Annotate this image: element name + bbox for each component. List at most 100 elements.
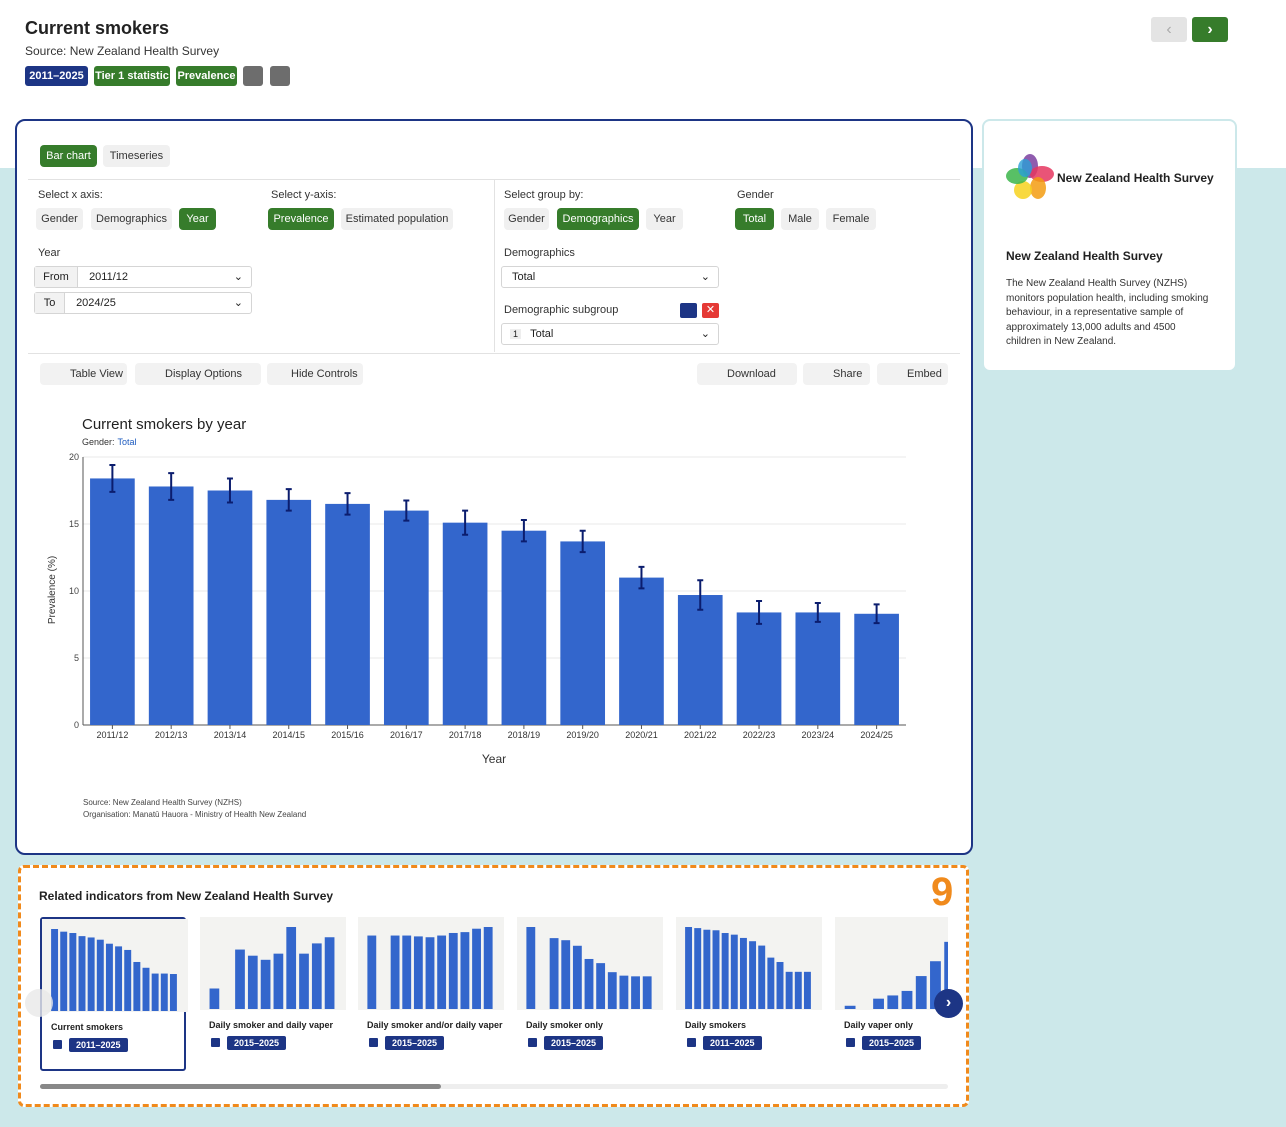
thumbnail-bar bbox=[124, 949, 132, 1011]
calendar-icon bbox=[687, 1038, 696, 1047]
thumbnail-bar bbox=[390, 935, 400, 1009]
gender-option[interactable]: Female bbox=[826, 208, 876, 230]
thumbnail-bar bbox=[209, 988, 220, 1009]
y-axis-option[interactable]: Prevalence bbox=[268, 208, 334, 230]
indicator-period: 2011–2025 bbox=[703, 1036, 762, 1050]
clear-button[interactable]: ✕ bbox=[702, 303, 719, 318]
thumbnail-bar bbox=[235, 949, 245, 1009]
thumbnail-bar bbox=[299, 953, 309, 1009]
calendar-icon bbox=[528, 1038, 537, 1047]
indicator-card[interactable]: Current smokers 2011–2025 bbox=[40, 917, 188, 1071]
display-options-button[interactable]: Display Options bbox=[135, 363, 261, 385]
thumbnail-bar bbox=[549, 938, 559, 1009]
indicator-label: Daily vaper only bbox=[844, 1020, 914, 1030]
chart-tab[interactable]: Timeseries bbox=[103, 145, 170, 167]
indicator-card[interactable]: Daily smokers 2011–2025 bbox=[676, 917, 822, 1071]
thumbnail-bar bbox=[169, 974, 177, 1011]
thumbnail-bar bbox=[324, 937, 335, 1009]
from-select[interactable]: From 2011/12 ⌄ bbox=[34, 266, 252, 288]
thumbnail-bar bbox=[460, 932, 470, 1009]
group-option[interactable]: Demographics bbox=[557, 208, 639, 230]
thumbnail-bar bbox=[115, 946, 123, 1011]
list-button[interactable] bbox=[680, 303, 697, 318]
scroll-right[interactable]: › bbox=[934, 989, 963, 1018]
step-marker: 9 bbox=[931, 870, 954, 914]
thumbnail-bar bbox=[413, 936, 423, 1009]
indicator-period: 2015–2025 bbox=[862, 1036, 922, 1050]
thumbnail-bar bbox=[96, 939, 104, 1011]
share-button[interactable]: Share bbox=[803, 363, 870, 385]
group-option[interactable]: Year bbox=[646, 208, 683, 230]
next-button[interactable]: › bbox=[1192, 17, 1228, 42]
indicator-card[interactable]: Daily smoker and daily vaper 2015–2025 bbox=[200, 917, 346, 1071]
indicator-label: Daily smoker and daily vaper bbox=[209, 1020, 334, 1030]
y-axis-option[interactable]: Estimated population bbox=[341, 208, 453, 230]
group-option[interactable]: Gender bbox=[504, 208, 549, 230]
measure-badge: Prevalence bbox=[176, 66, 237, 86]
thumbnail-bar bbox=[721, 933, 729, 1009]
x-axis-label: Select x axis: bbox=[38, 189, 103, 201]
x-axis-option[interactable]: Year bbox=[179, 208, 216, 230]
thumbnail-bar bbox=[631, 976, 640, 1009]
download-button[interactable]: Download bbox=[697, 363, 797, 385]
thumbnail-bar bbox=[596, 963, 606, 1009]
thumbnail-bar bbox=[69, 933, 77, 1011]
separator bbox=[28, 353, 960, 354]
thumbnail-bar bbox=[142, 967, 150, 1011]
from-label: From bbox=[35, 267, 78, 287]
x-axis-option[interactable]: Demographics bbox=[91, 208, 172, 230]
table-view-button[interactable]: Table View bbox=[40, 363, 127, 385]
indicator-thumbnail bbox=[676, 917, 822, 1010]
hide-controls-button[interactable]: Hide Controls bbox=[267, 363, 363, 385]
indicator-thumbnail bbox=[200, 917, 346, 1010]
calendar-icon bbox=[211, 1038, 220, 1047]
gender-option[interactable]: Total bbox=[735, 208, 774, 230]
demographics-select[interactable]: Total ⌄ bbox=[501, 266, 719, 288]
thumbnail-bar bbox=[260, 959, 271, 1009]
indicator-label: Daily smoker and/or daily vaper bbox=[367, 1020, 503, 1030]
thumbnail-bar bbox=[247, 955, 258, 1009]
scrollbar-thumb[interactable] bbox=[40, 1084, 441, 1089]
thumbnail-bar bbox=[367, 935, 377, 1009]
to-select[interactable]: To 2024/25 ⌄ bbox=[34, 292, 252, 314]
line-icon-button[interactable] bbox=[270, 66, 290, 86]
indicator-card[interactable]: Daily smoker only 2015–2025 bbox=[517, 917, 663, 1071]
thumbnail-bar bbox=[915, 976, 927, 1009]
sidebar-title: New Zealand Health Survey bbox=[1006, 249, 1163, 263]
indicator-period: 2015–2025 bbox=[385, 1036, 445, 1050]
indicator-card[interactable]: Daily smoker and/or daily vaper 2015–2025 bbox=[358, 917, 504, 1071]
subgroup-count: 1 bbox=[510, 329, 522, 339]
logo-text: New Zealand Health Survey bbox=[1057, 171, 1214, 185]
indicator-label: Daily smoker only bbox=[526, 1020, 604, 1030]
indicator-card[interactable]: Daily vaper only 2015–2025 bbox=[835, 917, 948, 1071]
tier-badge: Tier 1 statistic bbox=[94, 66, 170, 86]
subgroup-select[interactable]: 1 Total ⌄ bbox=[501, 323, 719, 345]
thumbnail-bar bbox=[51, 929, 59, 1011]
indicator-period: 2015–2025 bbox=[227, 1036, 287, 1050]
thumbnail-bar bbox=[694, 928, 702, 1009]
thumbnail-background bbox=[200, 917, 346, 1010]
calendar-icon bbox=[369, 1038, 378, 1047]
thumbnail-bar bbox=[873, 998, 884, 1009]
thumbnail-bar bbox=[87, 937, 95, 1011]
thumbnail-bar bbox=[642, 976, 652, 1009]
thumbnail-bar bbox=[944, 941, 948, 1009]
x-axis-option[interactable]: Gender bbox=[36, 208, 83, 230]
chart-tab[interactable]: Bar chart bbox=[40, 145, 97, 167]
thumbnail-bar bbox=[794, 971, 802, 1009]
thumbnail-bar bbox=[749, 941, 757, 1009]
thumbnail-bar bbox=[685, 927, 693, 1009]
thumbnail-bar bbox=[785, 971, 793, 1009]
subgroup-value: Total bbox=[530, 328, 554, 340]
indicator-label: Current smokers bbox=[51, 1022, 124, 1032]
thumbnail-bar bbox=[105, 943, 113, 1011]
thumbnail-bar bbox=[607, 972, 617, 1009]
scroll-left[interactable] bbox=[25, 989, 53, 1017]
gender-option[interactable]: Male bbox=[781, 208, 819, 230]
thumbnail-bar bbox=[151, 973, 159, 1011]
embed-button[interactable]: Embed bbox=[877, 363, 948, 385]
bar-icon-button[interactable] bbox=[243, 66, 263, 86]
page-source: Source: New Zealand Health Survey bbox=[25, 44, 220, 58]
thumbnail-bar bbox=[425, 937, 435, 1009]
prev-button[interactable]: ‹ bbox=[1151, 17, 1187, 42]
